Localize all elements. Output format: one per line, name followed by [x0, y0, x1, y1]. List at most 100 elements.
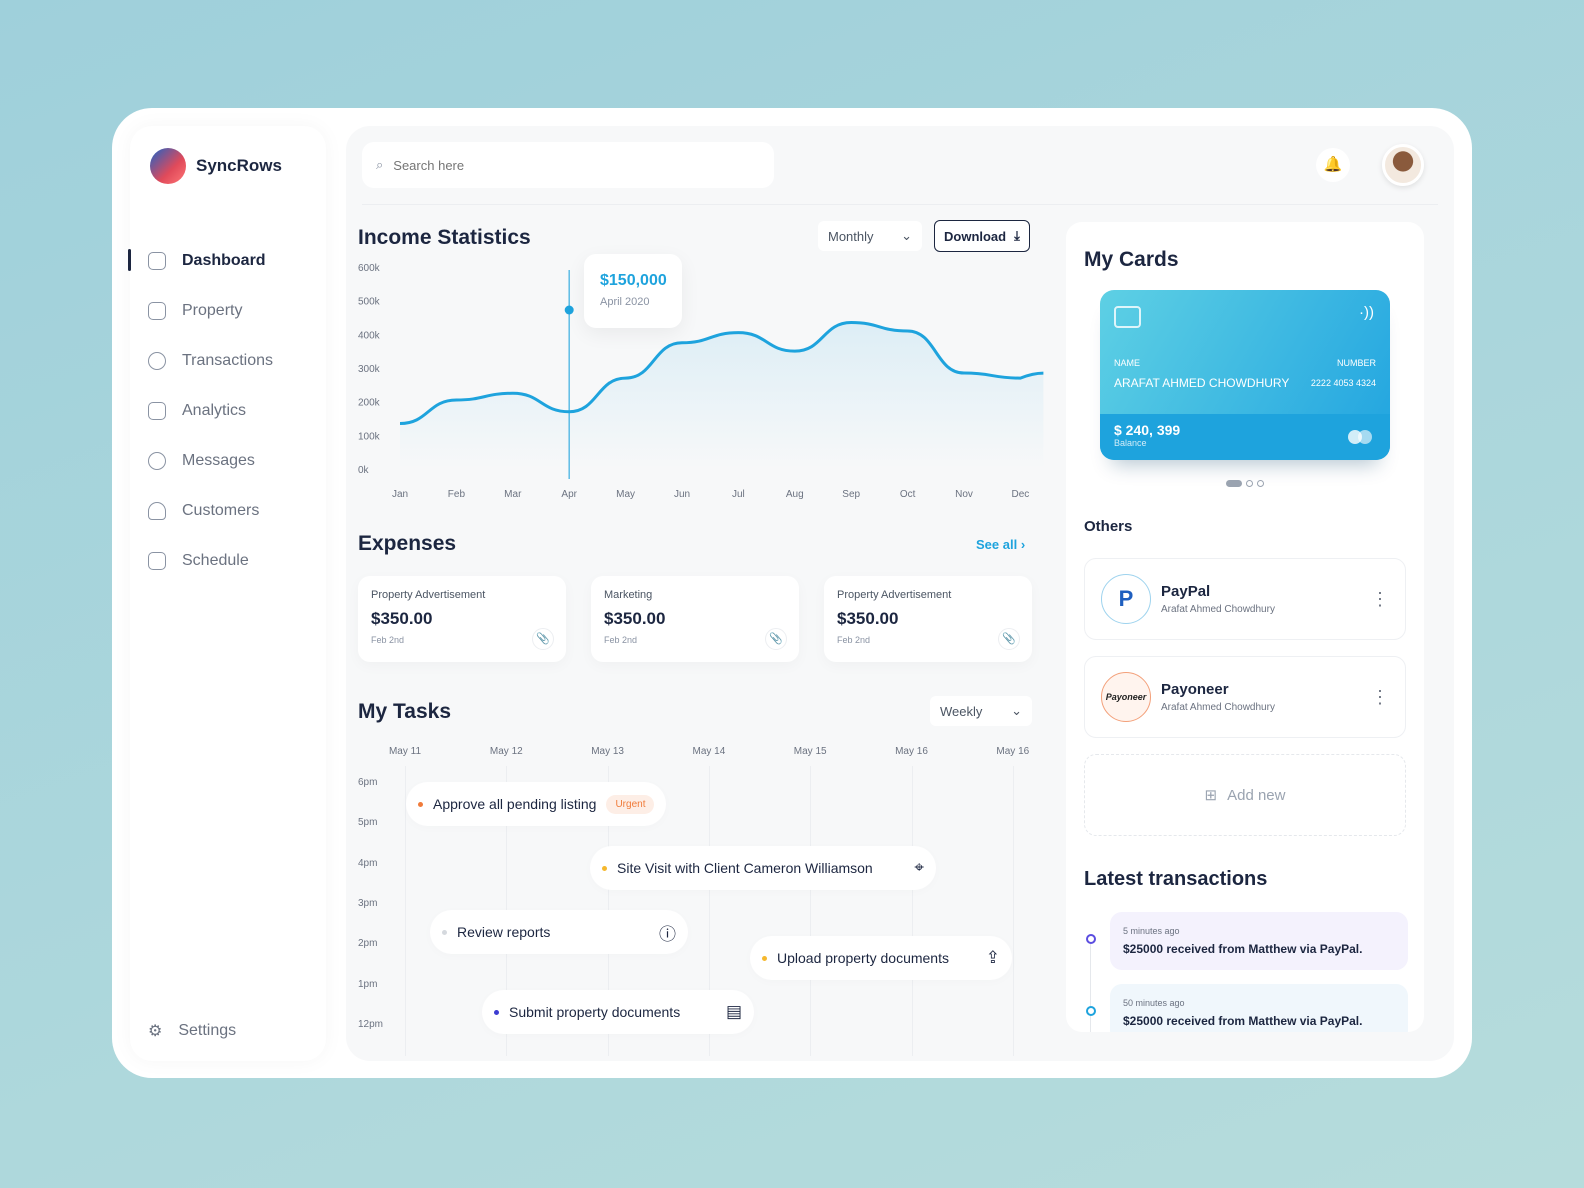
status-dot — [602, 865, 607, 871]
x-tick-label: Jun — [674, 489, 690, 500]
period-dropdown[interactable]: Monthly ⌄ — [818, 221, 922, 251]
user-avatar[interactable] — [1382, 144, 1424, 186]
logo-icon — [150, 148, 186, 184]
payment-method-paypal[interactable]: P PayPal Arafat Ahmed Chowdhury ⋮ — [1084, 558, 1406, 640]
more-vertical-icon[interactable]: ⋮ — [1371, 686, 1389, 707]
highlight-marker[interactable] — [564, 305, 574, 315]
sidebar-item-schedule[interactable]: Schedule — [130, 536, 326, 586]
data-point[interactable] — [1014, 372, 1026, 384]
pager-dot[interactable] — [1246, 480, 1253, 487]
search-bar[interactable]: ⌕ — [362, 142, 774, 188]
attachment-icon[interactable]: 📎 — [532, 628, 554, 650]
gear-icon: ⚙ — [148, 1023, 163, 1040]
chart-tooltip: $150,000 April 2020 — [584, 254, 682, 328]
sidebar-item-analytics[interactable]: Analytics — [130, 386, 326, 436]
search-input[interactable] — [393, 157, 570, 173]
data-point[interactable] — [902, 325, 914, 337]
main-content: ⌕ 🔔 Income Statistics Monthly⌄ Download⤓… — [346, 126, 1454, 1061]
hour-label: 4pm — [358, 857, 378, 869]
expenses-title: Expenses — [358, 532, 457, 555]
document-icon[interactable]: ▤ — [725, 1002, 742, 1021]
x-tick-label: Mar — [504, 489, 522, 500]
status-dot — [442, 929, 447, 935]
card-pager[interactable] — [1226, 480, 1264, 487]
payoneer-logo: Payoneer — [1101, 672, 1151, 722]
hour-label: 12pm — [358, 1018, 384, 1030]
hour-label: 3pm — [358, 897, 378, 909]
y-tick-label: 0k — [358, 465, 370, 476]
hour-label: 2pm — [358, 938, 378, 950]
x-tick-label: Jan — [392, 489, 408, 500]
x-tick-label: Dec — [1012, 489, 1030, 500]
sidebar-item-settings[interactable]: ⚙ Settings — [148, 1022, 237, 1040]
y-tick-label: 100k — [358, 431, 381, 442]
see-all-link[interactable]: See all › — [976, 537, 1026, 552]
day-gridline — [810, 766, 812, 1056]
task-item[interactable]: Submit property documents ▤ — [482, 990, 754, 1034]
more-vertical-icon[interactable]: ⋮ — [1371, 588, 1389, 609]
y-tick-label: 300k — [358, 364, 381, 375]
data-point[interactable] — [789, 345, 801, 357]
sidebar-item-property[interactable]: Property — [130, 286, 326, 336]
location-pin-icon[interactable]: ⌖ — [914, 858, 924, 877]
day-label: May 11 — [388, 746, 422, 757]
x-tick-label: Feb — [448, 489, 466, 500]
data-point[interactable] — [507, 387, 519, 399]
sidebar-item-transactions[interactable]: Transactions — [130, 336, 326, 386]
my-cards-title: My Cards — [1084, 248, 1179, 271]
timeline-dot — [1086, 1006, 1096, 1016]
home-icon — [148, 302, 166, 320]
attachment-icon[interactable]: 📎 — [765, 628, 787, 650]
data-point[interactable] — [845, 317, 857, 329]
hour-label: 1pm — [358, 978, 378, 990]
badge-percent-icon — [148, 352, 166, 370]
sidebar-item-dashboard[interactable]: Dashboard — [128, 236, 326, 286]
task-item[interactable]: Review reports ⓘ — [430, 910, 688, 954]
data-point[interactable] — [958, 367, 970, 379]
attachment-icon[interactable]: 📎 — [998, 628, 1020, 650]
logo[interactable]: SyncRows — [150, 148, 282, 184]
x-tick-label: Sep — [842, 489, 860, 500]
hour-label: 5pm — [358, 817, 378, 829]
transaction-item[interactable]: 5 minutes ago $25000 received from Matthe… — [1110, 912, 1408, 970]
transaction-item[interactable]: 50 minutes ago $25000 received from Matth… — [1110, 984, 1408, 1032]
notification-bell-icon[interactable]: 🔔 — [1316, 148, 1350, 182]
expense-card[interactable]: Marketing $350.00 Feb 2nd 📎 — [591, 576, 799, 662]
day-label: May 16 — [895, 746, 928, 757]
tasks-title: My Tasks — [358, 700, 451, 723]
download-button[interactable]: Download ⤓ — [934, 220, 1030, 252]
pager-dot[interactable] — [1257, 480, 1264, 487]
sidebar-item-customers[interactable]: Customers — [130, 486, 326, 536]
x-tick-label: Apr — [561, 489, 577, 500]
data-point[interactable] — [450, 394, 462, 406]
payment-method-payoneer[interactable]: Payoneer Payoneer Arafat Ahmed Chowdhury ⋮ — [1084, 656, 1406, 738]
tasks-period-dropdown[interactable]: Weekly ⌄ — [930, 696, 1032, 726]
data-point[interactable] — [394, 418, 406, 430]
task-item[interactable]: Site Visit with Client Cameron Williamso… — [590, 846, 936, 890]
status-dot — [494, 1009, 499, 1015]
y-tick-label: 200k — [358, 398, 381, 409]
alert-circle-icon[interactable]: ⓘ — [659, 924, 676, 944]
data-point[interactable] — [620, 372, 632, 384]
add-new-button[interactable]: ⊞ Add new — [1084, 754, 1406, 836]
timeline-dot — [1086, 934, 1096, 944]
pager-dot[interactable] — [1226, 480, 1242, 487]
task-item[interactable]: Upload property documents ⇪ — [750, 936, 1012, 980]
day-label: May 16 — [996, 746, 1030, 757]
data-point[interactable] — [676, 337, 688, 349]
expense-card[interactable]: Property Advertisement $350.00 Feb 2nd 📎 — [358, 576, 566, 662]
card-balance: $ 240, 399 Balance — [1100, 414, 1390, 460]
upload-icon[interactable]: ⇪ — [985, 948, 1000, 967]
data-point[interactable] — [563, 406, 575, 418]
sidebar-item-messages[interactable]: Messages — [130, 436, 326, 486]
x-tick-label: Oct — [900, 489, 916, 500]
day-label: May 14 — [692, 746, 726, 757]
task-item[interactable]: Approve all pending listing Urgent — [406, 782, 667, 826]
contactless-icon: ·)) — [1359, 304, 1374, 321]
expense-card[interactable]: Property Advertisement $350.00 Feb 2nd 📎 — [824, 576, 1032, 662]
grid-icon — [148, 252, 166, 270]
credit-card[interactable]: ·)) NAME NUMBER ARAFAT AHMED CHOWDHURY 2… — [1100, 290, 1390, 460]
urgent-badge: Urgent — [606, 794, 655, 814]
series-area — [400, 322, 1044, 469]
data-point[interactable] — [732, 327, 744, 339]
